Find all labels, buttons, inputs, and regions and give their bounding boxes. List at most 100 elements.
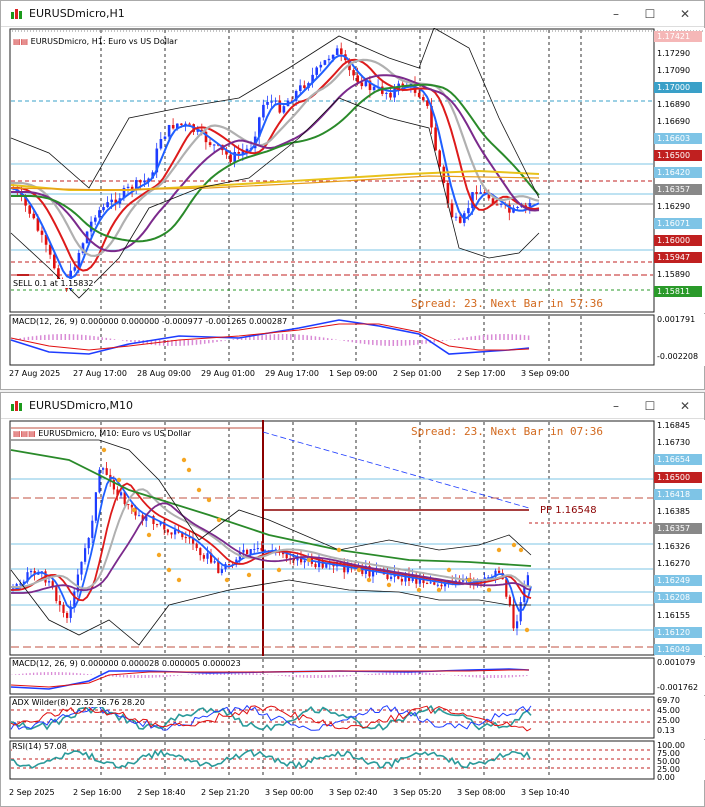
price-tick-label: 1.16845 <box>657 421 691 430</box>
parabolic-sar-dot <box>511 542 517 548</box>
candle-body <box>80 561 83 575</box>
candle-body <box>323 60 327 65</box>
candle-body <box>282 106 286 113</box>
chart-window-h1[interactable]: EURUSDmicro,H1 – ☐ ✕ ▤▤ EURUSDmicro, H1:… <box>0 0 705 390</box>
maximize-button[interactable]: ☐ <box>644 7 656 21</box>
candle-body <box>340 48 343 55</box>
close-button[interactable]: ✕ <box>679 7 691 21</box>
candle-body <box>346 565 349 573</box>
candle-body <box>294 90 298 101</box>
candle-body <box>57 268 60 281</box>
candle-body <box>98 469 101 493</box>
time-tick-label: 27 Aug 2025 <box>9 369 61 378</box>
candle-body <box>145 516 148 521</box>
indicator-tick-label: -0.001762 <box>657 683 699 692</box>
price-tick-label: 1.16603 <box>654 133 702 144</box>
candle-body <box>418 578 421 584</box>
candle-body <box>166 529 169 533</box>
parabolic-sar-dot <box>336 547 342 553</box>
candle-body <box>386 574 389 579</box>
parabolic-sar-dot <box>416 587 422 593</box>
candle-body <box>110 199 113 203</box>
window-titlebar[interactable]: EURUSDmicro,M10 – ☐ ✕ <box>1 393 704 419</box>
chart-border <box>9 420 655 656</box>
candle-body <box>381 86 384 94</box>
time-tick-label: 28 Aug 09:00 <box>137 369 191 378</box>
candle-body <box>479 192 482 194</box>
candle-body <box>462 579 465 582</box>
candle-body <box>116 489 119 496</box>
macd-panel-m10[interactable]: MACD(12, 26, 9) 0.000000 0.000028 0.0000… <box>9 657 705 695</box>
candle-body <box>266 101 269 105</box>
indicator-tick-label: 0.001079 <box>657 658 696 667</box>
price-tick-label: 1.16270 <box>657 558 691 568</box>
price-chart-h1[interactable]: ▤▤ EURUSDmicro, H1: Euro vs US Dollar SE… <box>9 28 705 313</box>
candle-body <box>508 596 511 606</box>
minimize-button[interactable]: – <box>613 399 619 413</box>
parabolic-sar-dot <box>216 517 222 523</box>
candle-body <box>30 570 33 573</box>
candle-body <box>180 123 183 125</box>
candle-body <box>94 217 97 222</box>
candle-body <box>210 553 213 563</box>
minimize-button[interactable]: – <box>613 7 619 21</box>
price-tick-label: 1.16249 <box>654 575 702 587</box>
window-titlebar[interactable]: EURUSDmicro,H1 – ☐ ✕ <box>1 1 704 27</box>
price-tick-label: 1.16208 <box>654 592 702 604</box>
parabolic-sar-dot <box>486 587 492 593</box>
candle-body <box>422 97 425 101</box>
candle-body <box>202 555 205 559</box>
candle-body <box>274 549 277 551</box>
indicator-tick-label: 25.00 <box>657 716 680 725</box>
candle-body <box>498 570 501 573</box>
candle-body <box>325 563 328 568</box>
sell-order-label[interactable]: SELL 0.1 at 1.15832 <box>13 279 94 288</box>
macd-panel-h1[interactable]: MACD(12, 26, 9) 0.000000 0.000000 -0.000… <box>9 314 705 366</box>
candle-body <box>48 244 52 255</box>
candle-body <box>220 569 223 574</box>
ma-gray-line <box>11 488 532 590</box>
candle-body <box>102 207 105 211</box>
adx-panel[interactable]: ADX Wilder(8) 22.52 36.76 28.20 <box>9 696 705 739</box>
candle-body <box>122 187 126 199</box>
candle-body <box>258 117 261 137</box>
candle-body <box>217 561 220 574</box>
candle-body <box>127 504 130 506</box>
candle-body <box>188 537 191 539</box>
candle-body <box>264 550 267 552</box>
candle-body <box>314 563 317 568</box>
indicator-tick-label: 25.00 <box>657 765 680 774</box>
candle-body <box>40 230 44 235</box>
chart-window-m10[interactable]: EURUSDmicro,M10 – ☐ ✕ ▤▤▤ EURUSDmicro, M… <box>0 392 705 807</box>
time-tick-label: 29 Aug 01:00 <box>201 369 255 378</box>
parabolic-sar-dot <box>131 507 137 513</box>
parabolic-sar-dot <box>518 547 524 553</box>
candle-body <box>195 543 198 549</box>
price-tick-label: 1.16049 <box>654 644 702 655</box>
candle-body <box>385 92 388 94</box>
candle-body <box>69 606 72 618</box>
time-tick-label: 2 Sep 17:00 <box>457 369 506 378</box>
price-chart-m10[interactable]: ▤▤▤ EURUSDmicro, M10: Euro vs US Dollar … <box>9 420 705 656</box>
candle-body <box>84 548 87 562</box>
ma-purple-line <box>11 502 532 594</box>
macd-border <box>9 314 655 366</box>
candle-body <box>278 100 282 113</box>
symbol-label: ▤▤ EURUSDmicro, H1: Euro vs US Dollar <box>13 37 177 46</box>
parabolic-sar-dot <box>276 567 282 573</box>
candle-body <box>528 203 532 207</box>
candle-body <box>66 612 69 618</box>
candle-body <box>159 521 162 525</box>
time-tick-label: 2 Sep 2025 <box>9 788 55 797</box>
close-button[interactable]: ✕ <box>679 399 691 413</box>
parabolic-sar-dot <box>366 577 372 583</box>
candle-body <box>241 151 245 154</box>
candle-body <box>438 150 441 167</box>
rsi-panel[interactable]: RSI(14) 57.08 <box>9 740 705 780</box>
candle-body <box>487 577 490 579</box>
candle-body <box>417 92 421 98</box>
time-tick-label: 2 Sep 16:00 <box>73 788 122 797</box>
macd-signal-line <box>10 669 529 688</box>
maximize-button[interactable]: ☐ <box>644 399 656 413</box>
candle-body <box>285 554 288 559</box>
